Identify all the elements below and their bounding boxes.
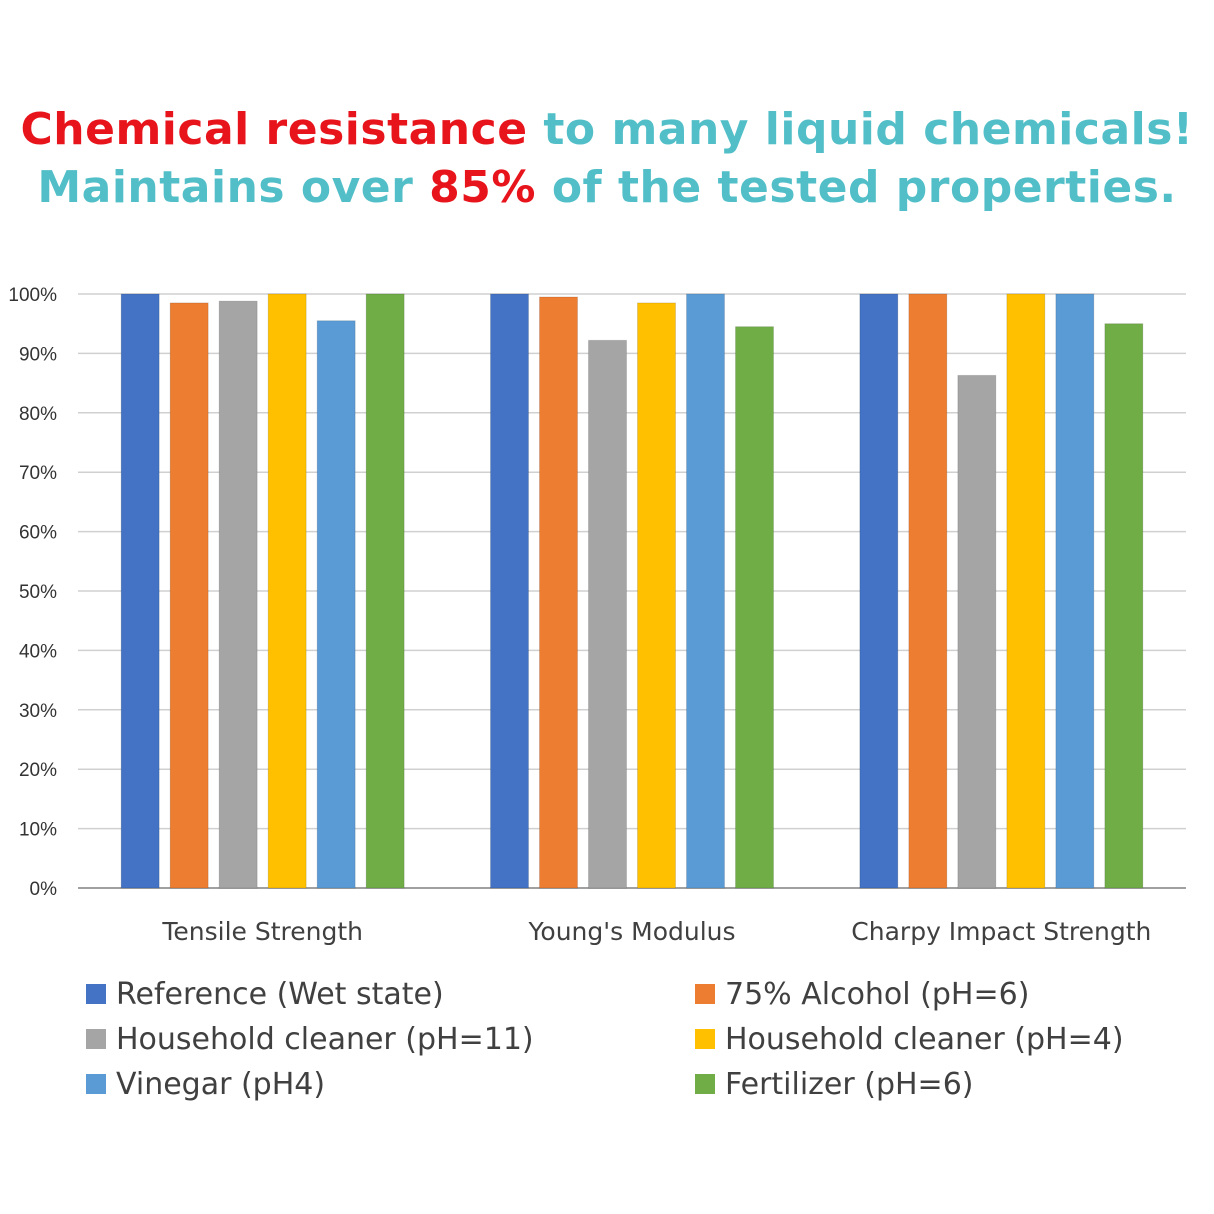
legend-item: Reference (Wet state) — [86, 972, 444, 1016]
bar — [859, 293, 899, 889]
y-tick-label: 30% — [19, 701, 57, 722]
y-tick-label: 10% — [19, 820, 57, 841]
bar — [686, 293, 725, 889]
bar — [957, 374, 997, 889]
legend-item: Household cleaner (pH=4) — [695, 1017, 1124, 1061]
x-category-label: Charpy Impact Strength — [851, 917, 1151, 946]
x-category-label: Tensile Strength — [161, 917, 363, 946]
bar — [637, 302, 676, 889]
x-category-label: Young's Modulus — [527, 917, 735, 946]
bar — [735, 326, 774, 889]
legend-label: 75% Alcohol (pH=6) — [725, 976, 1030, 1012]
bar — [169, 302, 209, 889]
bar — [218, 300, 258, 889]
legend-item: Vinegar (pH4) — [86, 1062, 325, 1106]
legend-label: Reference (Wet state) — [116, 976, 444, 1012]
y-tick-label: 80% — [19, 404, 57, 425]
headline-highlight: Chemical resistance — [20, 104, 528, 155]
bar-chart: 0% 10% 20% 30% 40% 50% 60% 70% 80% 90% 100% Tensile… — [8, 285, 1186, 946]
y-tick-label: 90% — [19, 344, 57, 365]
headline-text: Maintains over — [37, 162, 430, 213]
bar — [267, 293, 307, 889]
y-tick-label: 70% — [19, 463, 57, 484]
legend-label: Vinegar (pH4) — [116, 1066, 326, 1102]
legend-swatch — [695, 1029, 715, 1049]
legend-swatch — [695, 1074, 715, 1094]
bar — [120, 293, 160, 889]
legend-item: Fertilizer (pH=6) — [695, 1062, 973, 1106]
legend-swatch — [86, 1029, 106, 1049]
legend-swatch — [86, 984, 106, 1004]
legend-label: Household cleaner (pH=4) — [725, 1021, 1124, 1057]
headline-text: to many liquid chemicals! — [527, 104, 1194, 155]
legend-swatch — [86, 1074, 106, 1094]
bar — [365, 293, 405, 889]
headline-text: of the tested properties. — [536, 162, 1177, 213]
y-tick-label: 60% — [19, 523, 57, 544]
bar — [539, 296, 578, 889]
y-tick-label: 50% — [19, 582, 57, 603]
bar — [490, 293, 529, 889]
legend-item: 75% Alcohol (pH=6) — [695, 972, 1029, 1016]
legend-item: Household cleaner (pH=11) — [86, 1017, 534, 1061]
headline-line-1: Chemical resistance to many liquid chemi… — [0, 104, 1214, 155]
legend-swatch — [695, 984, 715, 1004]
headline-line-2: Maintains over 85% of the tested propert… — [0, 162, 1214, 213]
y-tick-label: 100% — [8, 285, 57, 306]
legend-label: Household cleaner (pH=11) — [116, 1021, 534, 1057]
y-tick-label: 40% — [19, 641, 57, 662]
bar — [588, 339, 627, 889]
bar — [908, 293, 948, 889]
headline-highlight-percent: 85% — [429, 162, 536, 213]
bar — [1006, 293, 1046, 889]
chart-legend: Reference (Wet state) 75% Alcohol (pH=6) H… — [0, 972, 1214, 1112]
bar — [316, 320, 356, 889]
y-tick-label: 20% — [19, 760, 57, 781]
y-tick-label: 0% — [30, 879, 58, 900]
legend-label: Fertilizer (pH=6) — [725, 1066, 974, 1102]
bar — [1104, 323, 1144, 889]
bar — [1055, 293, 1095, 889]
